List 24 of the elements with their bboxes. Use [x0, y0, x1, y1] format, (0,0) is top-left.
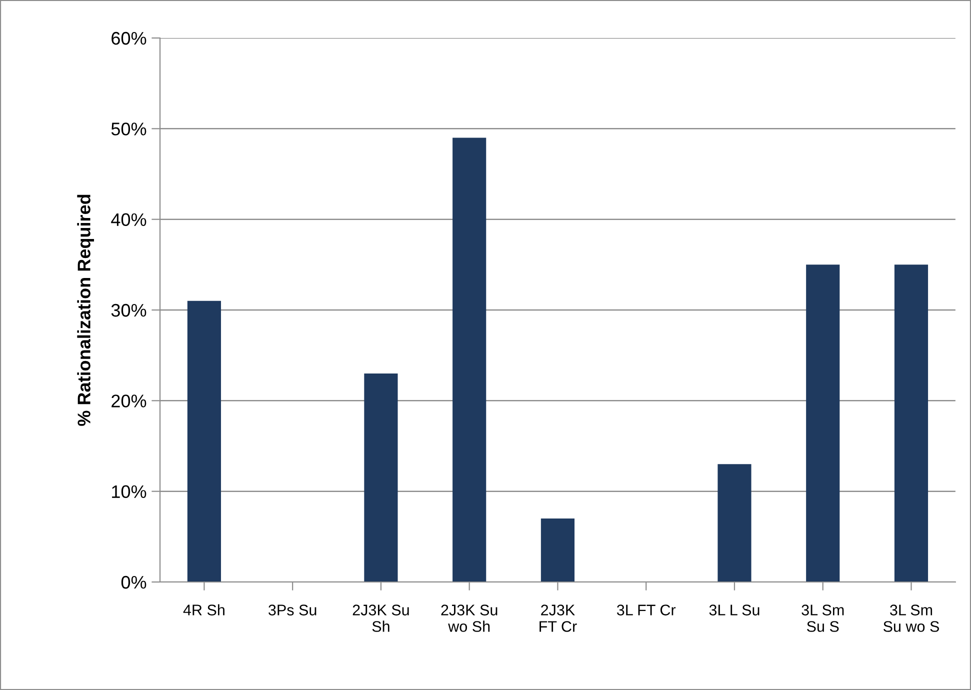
bar [718, 464, 752, 582]
x-tick-label: 3L Sm Su S [802, 604, 844, 632]
y-tick-label: 40% [111, 213, 146, 226]
y-tick-label: 10% [112, 485, 146, 498]
bar [540, 518, 575, 582]
bar [894, 264, 928, 582]
x-tick-label: 2J3K Su Sh [352, 604, 409, 632]
x-tick-label: 2J3K Su wo Sh [441, 604, 498, 632]
y-axis-title: % Rationalization Required [77, 194, 94, 426]
x-tick-label: 4R Sh [183, 604, 224, 616]
y-tick-label: 60% [112, 32, 146, 45]
x-tick-label: 3L FT Cr [616, 604, 676, 616]
bar [364, 373, 398, 582]
x-tick-label: 3L L Su [709, 604, 760, 616]
bar [452, 138, 486, 582]
bar [806, 264, 840, 582]
y-tick-label: 30% [111, 304, 146, 317]
y-tick-label: 50% [111, 122, 146, 136]
x-tick-label: 3L Sm Su wo S [883, 604, 939, 632]
bar [187, 300, 221, 582]
x-tick-label: 2J3K FT Cr [540, 604, 577, 632]
x-tick-label: 3Ps Su [268, 604, 316, 616]
y-tick-label: 0% [121, 576, 146, 589]
y-tick-label: 20% [112, 394, 146, 408]
